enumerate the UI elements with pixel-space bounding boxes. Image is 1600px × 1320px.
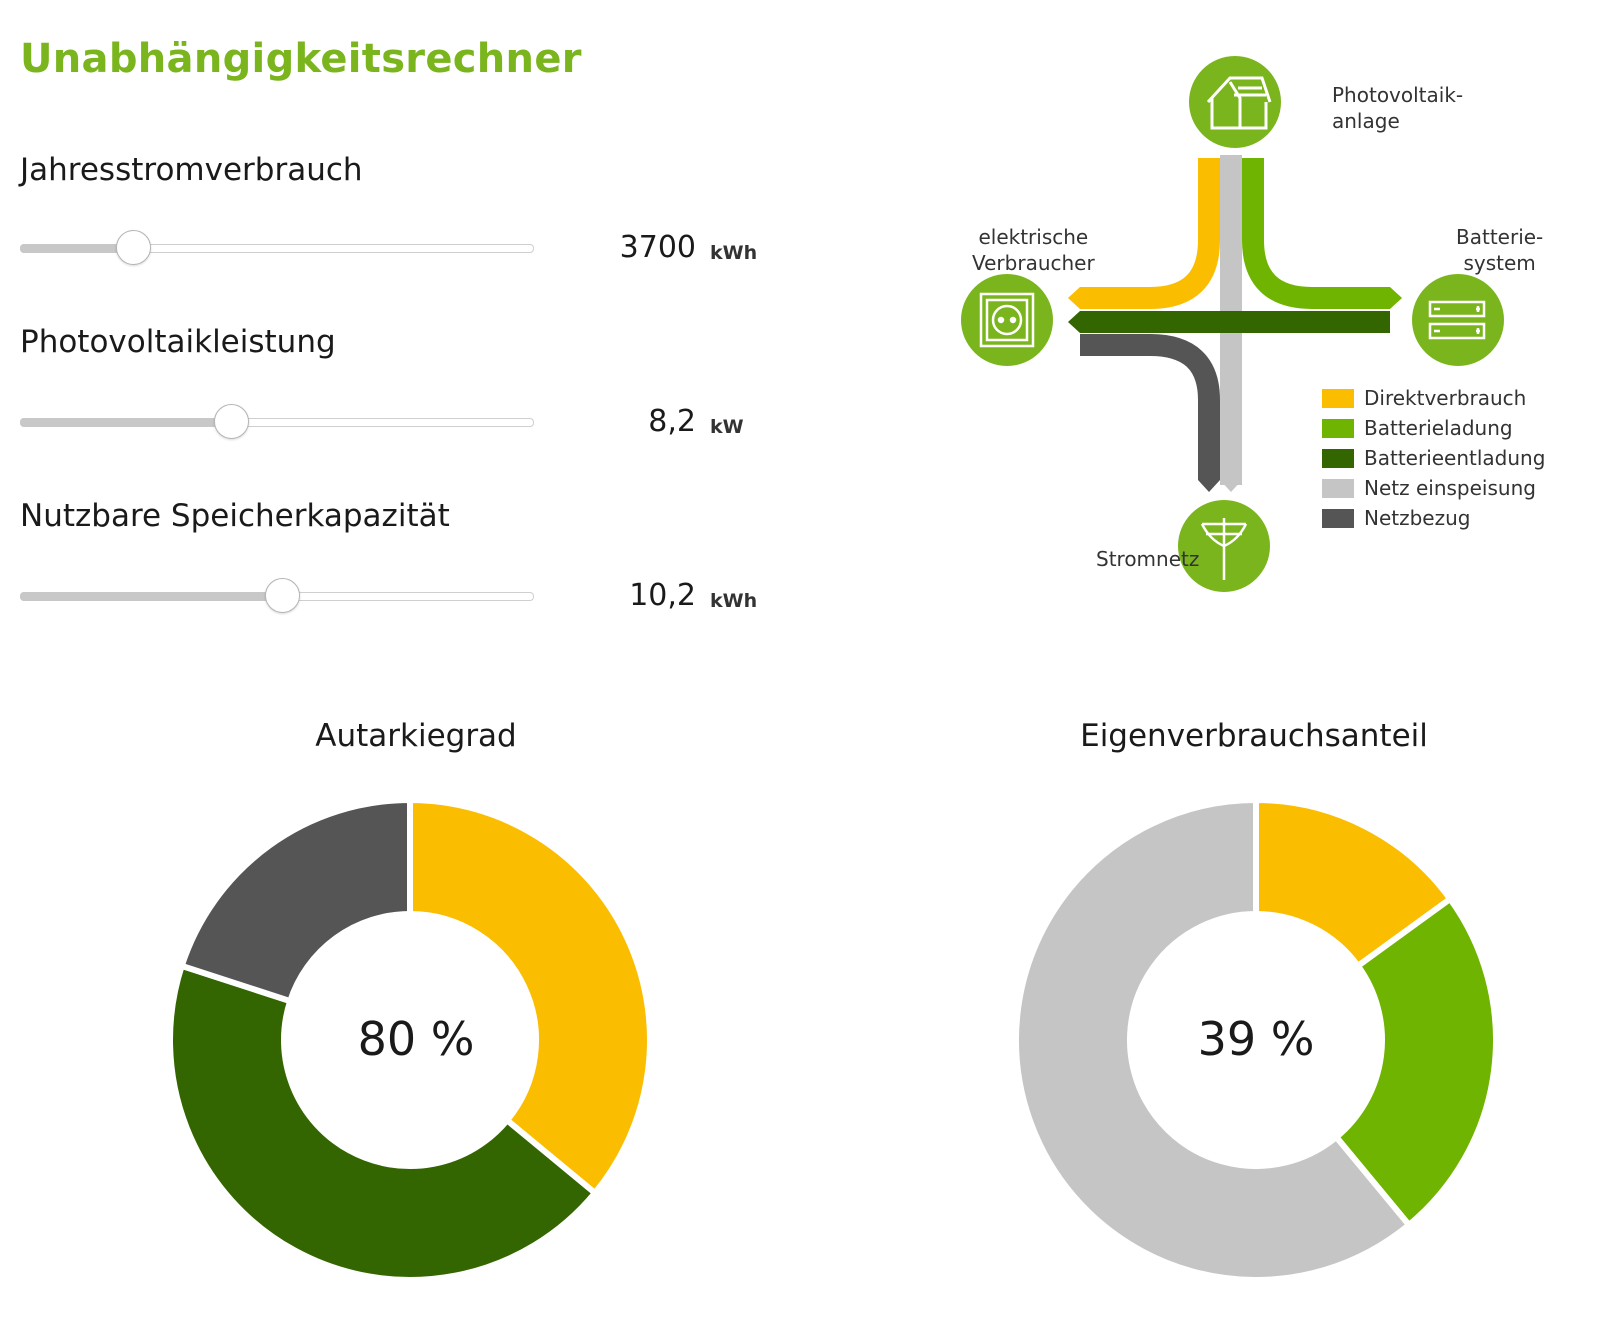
page-title: Unabhängigkeitsrechner: [20, 36, 582, 82]
legend-swatch: [1322, 509, 1354, 528]
flow-netzbezug-arrow: [1198, 480, 1220, 492]
autarkie-segment-netzbezug: [177, 796, 413, 1005]
consumer-node: [961, 274, 1053, 366]
eigenverbrauch-segment-batterieladung: [1332, 894, 1499, 1230]
slider-thumb[interactable]: [213, 404, 249, 439]
slider-fill: [20, 592, 283, 601]
flow-direktverbrauch-arrow: [1068, 287, 1080, 309]
slider-fill: [20, 418, 231, 427]
eigenverbrauch-segment-direktverbrauch: [1253, 796, 1455, 971]
value-jahresstromverbrauch: 3700: [619, 230, 696, 265]
slider-fill: [20, 244, 134, 253]
autarkie-segment-batterieentladung: [167, 962, 600, 1283]
unit-speicherkapazitaet: kWh: [710, 590, 758, 612]
legend-label: Batterieladung: [1364, 416, 1513, 440]
legend-label: Direktverbrauch: [1364, 386, 1527, 410]
donut-title-autarkiegrad: Autarkiegrad: [315, 718, 517, 754]
unit-jahresstromverbrauch: kWh: [710, 242, 758, 264]
flow-batterieentladung-arrow: [1068, 311, 1080, 333]
battery-icon: [1428, 300, 1486, 340]
flow-netzeinspeisung-arrow: [1220, 480, 1242, 492]
label-pv-line1: Photovoltaik- anlage: [1332, 82, 1463, 134]
donut-center-eigenverbrauchsanteil: 39 %: [1197, 1012, 1315, 1066]
donut-chart-eigenverbrauchsanteil: [1013, 796, 1499, 1283]
legend-label: Netzbezug: [1364, 506, 1471, 530]
house-solar-icon: [1206, 76, 1272, 130]
flow-direktverbrauch: [1080, 158, 1220, 309]
slider-thumb[interactable]: [116, 230, 152, 265]
battery-node: [1412, 274, 1504, 366]
grid-node: [1178, 500, 1270, 592]
label-consumer-wrap: elektrische Verbraucher: [972, 224, 1095, 276]
legend-swatch: [1322, 479, 1354, 498]
unit-photovoltaikleistung: kW: [710, 416, 744, 438]
donut-center-autarkiegrad: 80 %: [357, 1012, 475, 1066]
value-speicherkapazitaet: 10,2: [629, 578, 696, 613]
legend-swatch: [1322, 419, 1354, 438]
donut-title-eigenverbrauchsanteil: Eigenverbrauchsanteil: [1080, 718, 1428, 754]
flow-batterieladung-arrow: [1390, 287, 1402, 309]
energy-flow-diagram: [961, 56, 1504, 592]
slider-label-photovoltaikleistung: Photovoltaikleistung: [20, 324, 336, 360]
flow-netzbezug: [1080, 334, 1220, 480]
slider-photovoltaikleistung[interactable]: [20, 404, 534, 440]
eigenverbrauch-segment-netz-einspeisung: [1013, 796, 1414, 1283]
legend-swatch: [1322, 449, 1354, 468]
autarkie-segment-direktverbrauch: [407, 796, 653, 1198]
label-battery-wrap: Batterie- system: [1456, 224, 1543, 276]
legend-label: Netz einspeisung: [1364, 476, 1536, 500]
flow-batterieladung: [1242, 158, 1390, 309]
donut-chart-autarkiegrad: [167, 796, 653, 1283]
label-battery: Batterie- system: [1456, 225, 1544, 275]
legend-swatch: [1322, 389, 1354, 408]
power-socket-icon: [979, 292, 1035, 348]
slider-label-speicherkapazitaet: Nutzbare Speicherkapazität: [20, 498, 450, 534]
legend-label: Batterieentladung: [1364, 446, 1546, 470]
slider-thumb[interactable]: [265, 578, 301, 613]
slider-speicherkapazitaet[interactable]: [20, 578, 534, 614]
slider-label-jahresstromverbrauch: Jahresstromverbrauch: [20, 152, 363, 188]
power-pole-icon: [1200, 518, 1248, 580]
value-photovoltaikleistung: 8,2: [648, 404, 696, 439]
label-pv: Photovoltaik- anlage: [1332, 83, 1464, 133]
pv-node: [1189, 56, 1281, 148]
label-grid: Stromnetz: [1096, 547, 1200, 571]
slider-jahresstromverbrauch[interactable]: [20, 230, 534, 266]
label-consumer: elektrische Verbraucher: [972, 225, 1095, 275]
